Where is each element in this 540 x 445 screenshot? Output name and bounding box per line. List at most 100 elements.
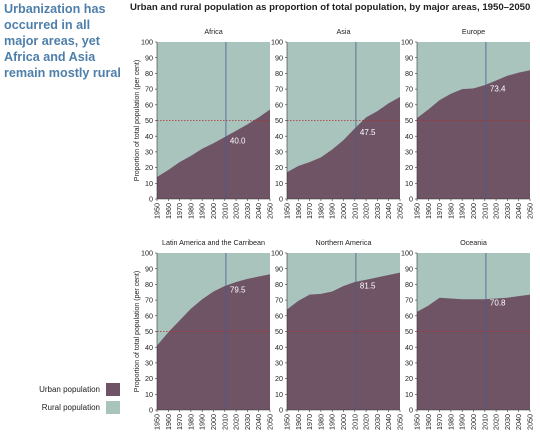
y-tick-label: 90 bbox=[275, 264, 283, 273]
x-tick-label: 2020 bbox=[492, 414, 501, 430]
urban-area-oceania bbox=[417, 294, 530, 410]
legend-swatch-rural bbox=[106, 401, 120, 414]
x-tick-label: 1960 bbox=[424, 203, 433, 219]
x-tick-label: 2020 bbox=[492, 203, 501, 219]
y-tick-label: 0 bbox=[149, 406, 153, 415]
annotation-latin-america-and-the-carribean: 79.5 bbox=[230, 285, 246, 294]
x-tick-label: 1990 bbox=[328, 203, 337, 219]
y-tick-label: 60 bbox=[275, 100, 283, 109]
y-tick-label: 10 bbox=[275, 390, 283, 399]
x-tick-label: 2050 bbox=[396, 414, 405, 430]
x-tick-label: 1960 bbox=[424, 414, 433, 430]
x-tick-label: 2050 bbox=[266, 414, 275, 430]
panel-title-africa: Africa bbox=[204, 27, 222, 36]
urban-area-africa bbox=[157, 109, 270, 199]
y-tick-label: 80 bbox=[145, 280, 153, 289]
x-tick-label: 1960 bbox=[164, 203, 173, 219]
y-tick-label: 0 bbox=[279, 195, 283, 204]
annotation-oceania: 70.8 bbox=[490, 299, 506, 308]
x-tick-label: 2000 bbox=[339, 414, 348, 430]
y-tick-label: 30 bbox=[405, 359, 413, 368]
y-tick-label: 60 bbox=[405, 100, 413, 109]
panel-title-asia: Asia bbox=[337, 27, 351, 36]
x-tick-label: 1980 bbox=[446, 414, 455, 430]
x-tick-label: 2030 bbox=[373, 414, 382, 430]
x-tick-label: 1990 bbox=[328, 414, 337, 430]
x-tick-label: 2050 bbox=[526, 414, 535, 430]
panel-latin-america-and-the-carribean: 79.5 Latin America and the Carribean 0 10 20… bbox=[134, 238, 275, 430]
x-tick-label: 2020 bbox=[232, 414, 241, 430]
y-tick-label: 80 bbox=[275, 69, 283, 78]
x-tick-label: 2020 bbox=[232, 203, 241, 219]
x-tick-label: 2000 bbox=[209, 414, 218, 430]
x-tick-label: 1950 bbox=[153, 414, 162, 430]
x-tick-label: 1970 bbox=[175, 203, 184, 219]
y-tick-label: 40 bbox=[275, 343, 283, 352]
y-tick-label: 70 bbox=[145, 85, 153, 94]
panel-title-northern-america: Northern America bbox=[316, 238, 372, 247]
x-tick-label: 2020 bbox=[362, 414, 371, 430]
x-tick-label: 2010 bbox=[480, 203, 489, 219]
panel-title-oceania: Oceania bbox=[460, 238, 487, 247]
y-tick-label: 0 bbox=[409, 195, 413, 204]
y-tick-label: 0 bbox=[409, 406, 413, 415]
x-tick-label: 2030 bbox=[243, 414, 252, 430]
y-tick-label: 20 bbox=[405, 374, 413, 383]
legend-item-urban: Urban population bbox=[39, 383, 120, 396]
x-tick-label: 1990 bbox=[458, 203, 467, 219]
x-tick-label: 1980 bbox=[316, 414, 325, 430]
y-tick-label: 70 bbox=[275, 296, 283, 305]
y-tick-label: 50 bbox=[275, 116, 283, 125]
x-tick-label: 2040 bbox=[384, 414, 393, 430]
y-tick-label: 0 bbox=[279, 406, 283, 415]
main-title: Urban and rural population as proportion… bbox=[130, 2, 531, 13]
urban-area-europe bbox=[417, 70, 530, 199]
y-tick-label: 100 bbox=[271, 249, 283, 258]
x-tick-label: 1970 bbox=[435, 414, 444, 430]
y-tick-label: 90 bbox=[145, 264, 153, 273]
panel-title-europe: Europe bbox=[462, 27, 485, 36]
y-tick-label: 50 bbox=[405, 116, 413, 125]
x-tick-label: 2050 bbox=[396, 203, 405, 219]
y-tick-label: 30 bbox=[275, 359, 283, 368]
x-tick-label: 1980 bbox=[186, 414, 195, 430]
y-tick-label: 80 bbox=[405, 69, 413, 78]
x-tick-label: 2030 bbox=[373, 203, 382, 219]
y-tick-label: 10 bbox=[145, 390, 153, 399]
y-tick-label: 90 bbox=[405, 53, 413, 62]
y-tick-label: 0 bbox=[149, 195, 153, 204]
x-tick-label: 1950 bbox=[283, 414, 292, 430]
x-tick-label: 2000 bbox=[469, 414, 478, 430]
y-tick-label: 100 bbox=[401, 249, 413, 258]
x-tick-label: 1970 bbox=[435, 203, 444, 219]
y-tick-label: 50 bbox=[145, 116, 153, 125]
y-tick-label: 80 bbox=[145, 69, 153, 78]
y-tick-label: 60 bbox=[145, 100, 153, 109]
y-tick-label: 70 bbox=[405, 85, 413, 94]
x-tick-label: 1990 bbox=[198, 414, 207, 430]
legend-label-rural: Rural population bbox=[41, 403, 100, 412]
y-tick-label: 40 bbox=[145, 343, 153, 352]
y-tick-label: 20 bbox=[145, 163, 153, 172]
y-tick-label: 20 bbox=[405, 163, 413, 172]
x-tick-label: 1970 bbox=[305, 203, 314, 219]
y-tick-label: 70 bbox=[275, 85, 283, 94]
x-tick-label: 1960 bbox=[294, 203, 303, 219]
y-tick-label: 20 bbox=[275, 374, 283, 383]
annotation-northern-america: 81.5 bbox=[360, 281, 376, 290]
y-tick-label: 10 bbox=[405, 179, 413, 188]
x-tick-label: 2000 bbox=[209, 203, 218, 219]
x-tick-label: 1960 bbox=[164, 414, 173, 430]
y-tick-label: 90 bbox=[145, 53, 153, 62]
annotation-europe: 73.4 bbox=[490, 85, 506, 94]
x-tick-label: 1950 bbox=[413, 203, 422, 219]
x-tick-label: 1980 bbox=[186, 203, 195, 219]
panel-title-latin-america-and-the-carribean: Latin America and the Carribean bbox=[162, 238, 265, 247]
y-tick-label: 60 bbox=[145, 311, 153, 320]
y-tick-label: 100 bbox=[401, 38, 413, 47]
y-tick-label: 40 bbox=[275, 132, 283, 141]
x-tick-label: 2010 bbox=[220, 414, 229, 430]
x-tick-label: 2020 bbox=[362, 203, 371, 219]
y-tick-label: 40 bbox=[145, 132, 153, 141]
